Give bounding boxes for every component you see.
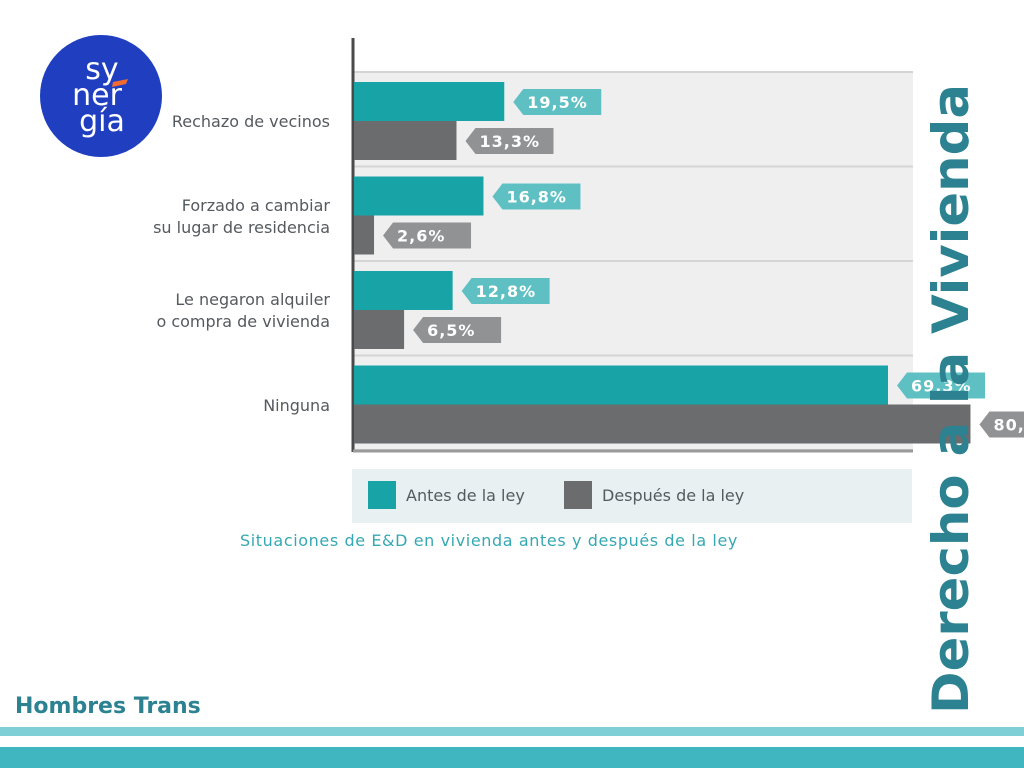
data-label-box-antes — [492, 183, 581, 210]
bar-despues — [354, 121, 457, 160]
category-label: Ninguna — [110, 395, 330, 417]
legend-swatch-antes — [368, 481, 396, 509]
data-label-antes: 12,8% — [476, 282, 537, 301]
category-label-line: Rechazo de vecinos — [171, 112, 330, 131]
category-label: Le negaron alquiler o compra de vivienda — [110, 289, 330, 333]
legend-label-despues: Después de la ley — [602, 485, 745, 505]
legend-label-antes: Antes de la ley — [406, 485, 525, 505]
data-label-box-despues — [979, 411, 1024, 438]
data-label-despues: 6,5% — [427, 321, 475, 340]
logo-accent — [112, 79, 128, 87]
bar-despues — [354, 215, 375, 255]
logo-line-1: sy — [85, 52, 118, 87]
chart-svg: 19,5% 13,3% 16,8% 2,6% 12,8% 6,5% 69,3% 80,0% — [351, 38, 1024, 453]
footer-title: Hombres Trans — [15, 694, 201, 719]
logo-line-3: gía — [79, 104, 125, 139]
bar-antes — [354, 271, 453, 310]
category-label-line: Forzado a cambiar — [181, 195, 330, 215]
bar-antes — [354, 365, 889, 405]
category-label: Forzado a cambiar su lugar de residencia — [110, 195, 330, 239]
bar-despues — [354, 404, 971, 444]
data-label-despues: 2,6% — [397, 227, 445, 246]
bar-antes — [354, 176, 484, 216]
bar-chart: 19,5% 13,3% 16,8% 2,6% 12,8% 6,5% 69,3% 80,0% — [351, 38, 1024, 453]
category-label-line: su lugar de residencia — [153, 217, 330, 237]
data-label-antes: 19,5% — [527, 93, 588, 112]
side-title-text: Derecho a la Vivienda — [922, 84, 978, 714]
category-label-line: Le negaron alquiler — [175, 290, 330, 309]
category-label: Rechazo de vecinos — [110, 111, 330, 133]
data-label-box-despues — [465, 128, 554, 154]
data-label-antes: 69,3% — [911, 377, 972, 396]
data-label-box-antes — [513, 89, 602, 115]
data-label-box-despues — [413, 317, 502, 343]
chart-legend: Antes de la ley Después de la ley — [352, 469, 912, 523]
category-label-line: o compra de vivienda — [156, 312, 330, 331]
bar-antes — [354, 82, 505, 121]
chart-caption: Situaciones de E&D en vivienda antes y d… — [240, 531, 738, 550]
footer-band-gap — [0, 736, 1024, 747]
data-label-box-antes — [897, 372, 986, 399]
side-title: Derecho a la Vivienda — [918, 78, 978, 718]
category-label-line: Ninguna — [263, 395, 330, 415]
data-label-despues: 80,0% — [993, 416, 1024, 435]
legend-item-despues: Después de la ley — [564, 481, 744, 509]
data-label-box-despues — [383, 222, 472, 249]
synergia-logo: sy ner gía — [40, 35, 162, 157]
footer-band-light — [0, 727, 1024, 736]
legend-swatch-despues — [564, 481, 592, 509]
legend-item-antes: Antes de la ley — [368, 481, 525, 509]
data-label-despues: 13,3% — [479, 132, 540, 151]
data-label-antes: 16,8% — [506, 188, 567, 207]
bar-despues — [354, 310, 405, 349]
data-label-box-antes — [461, 278, 550, 304]
footer-band-dark — [0, 747, 1024, 768]
